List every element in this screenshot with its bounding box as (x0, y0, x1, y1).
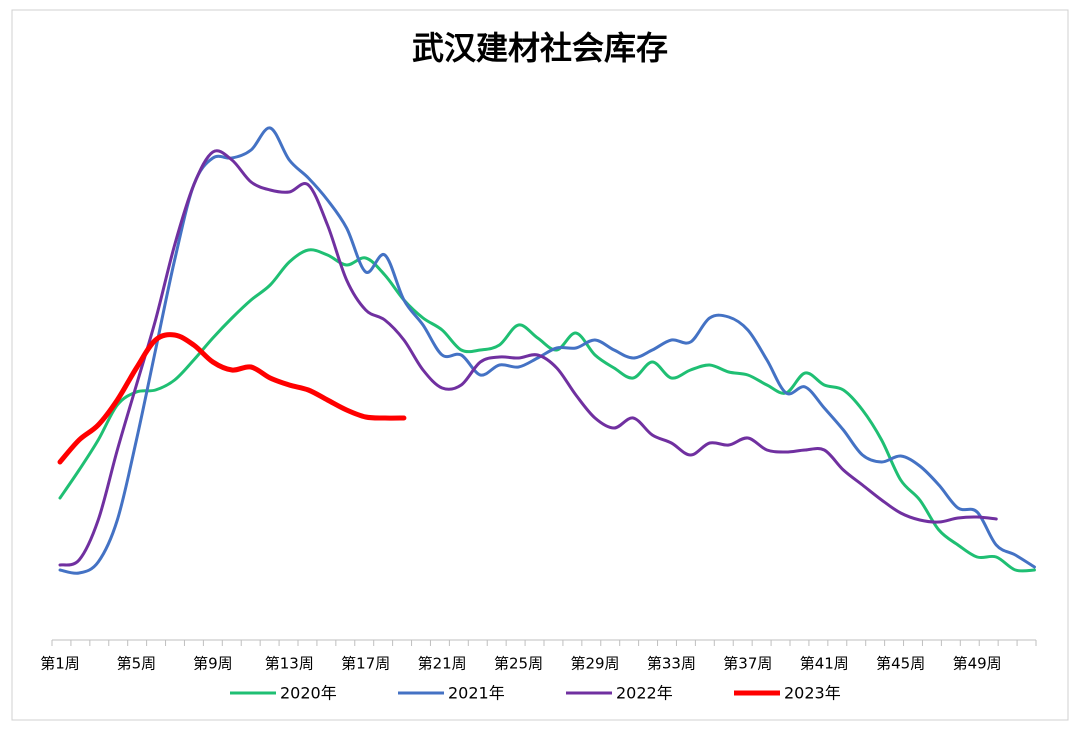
x-tick-label: 第25周 (494, 655, 543, 673)
series-line (57, 332, 407, 465)
x-tick-label: 第49周 (953, 655, 1002, 673)
x-tick-label: 第17周 (341, 655, 390, 673)
legend-label: 2020年 (280, 684, 337, 703)
x-tick-label: 第45周 (876, 655, 925, 673)
chart-title: 武汉建材社会库存 (412, 29, 668, 67)
x-tick-label: 第21周 (418, 655, 467, 673)
x-tick-label: 第37周 (723, 655, 772, 673)
legend-label: 2023年 (784, 684, 841, 703)
legend-label: 2021年 (448, 684, 505, 703)
x-tick-label: 第13周 (265, 655, 314, 673)
series-line (58, 149, 998, 567)
legend-label: 2022年 (616, 684, 673, 703)
series-line (58, 126, 1036, 575)
x-tick-label: 第29周 (570, 655, 619, 673)
x-tick-label: 第41周 (800, 655, 849, 673)
x-tick-label: 第5周 (117, 655, 157, 673)
x-tick-label: 第1周 (40, 655, 80, 673)
chart-frame (11, 9, 1069, 721)
x-tick-label: 第33周 (647, 655, 696, 673)
series-line (58, 248, 1036, 573)
x-tick-label: 第9周 (193, 655, 233, 673)
